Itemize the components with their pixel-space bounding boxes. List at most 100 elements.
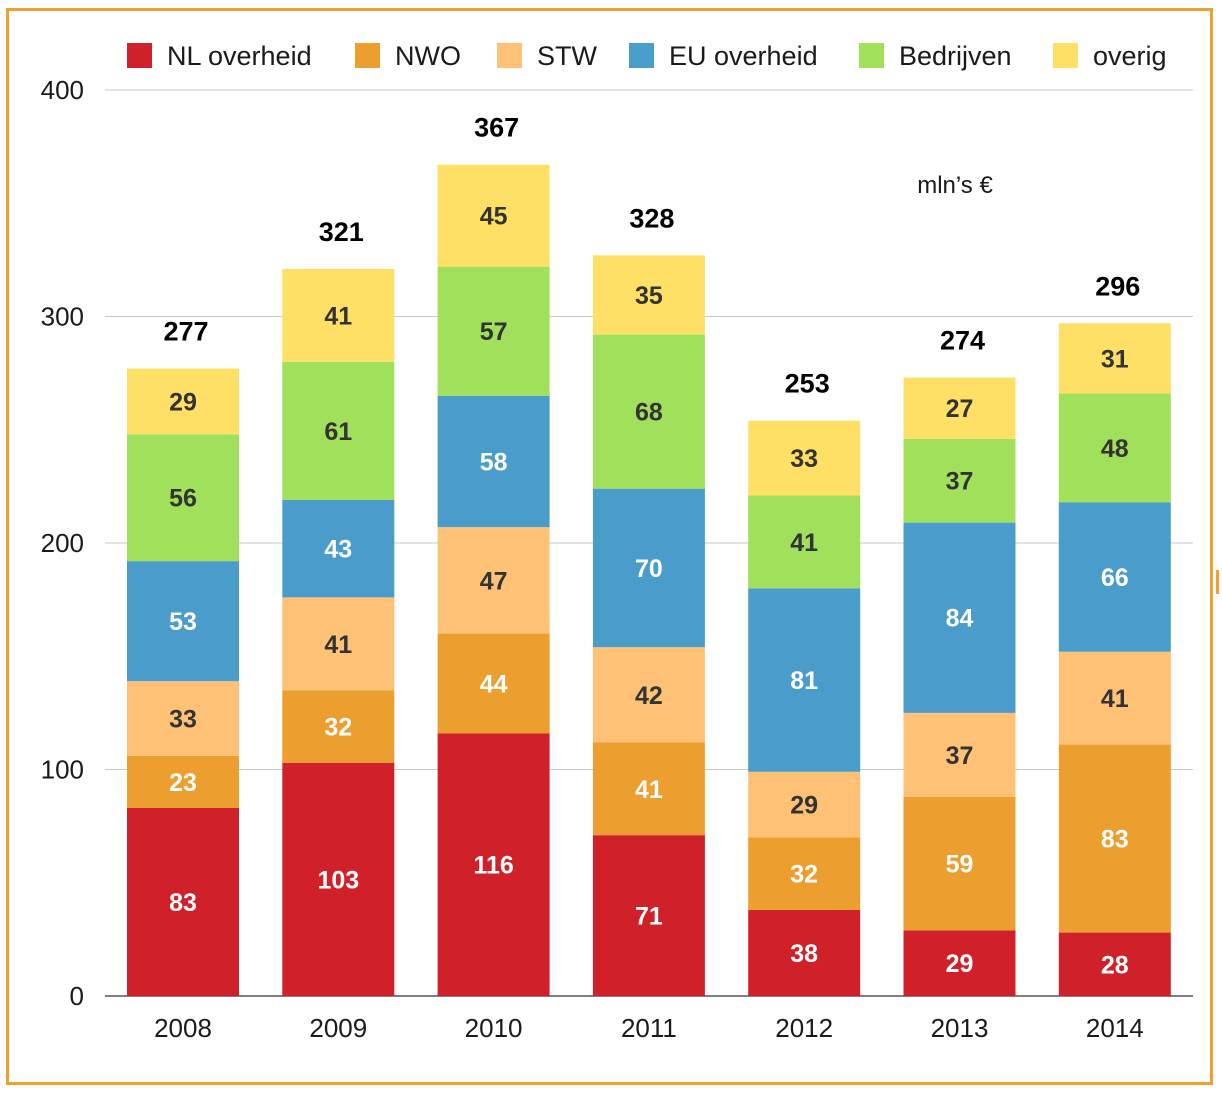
bar-segment (127, 755, 239, 809)
bar-stack-2014: 28 83 41 66 48 31 296 (1058, 271, 1171, 996)
x-tick-label: 2010 (465, 1013, 523, 1043)
data-label: 41 (324, 302, 352, 330)
bars: 83 23 33 53 56 29 277 103 32 41 43 61 41 321 116 44 47 58… (127, 113, 1171, 996)
x-tick-label: 2014 (1086, 1013, 1144, 1043)
bar-segment (1058, 393, 1171, 503)
data-label: 48 (1101, 435, 1129, 463)
x-tick-label: 2009 (309, 1013, 367, 1043)
unit-label: mln’s € (917, 172, 993, 199)
data-label: 23 (169, 769, 197, 797)
bar-segment (592, 647, 705, 743)
data-label: 81 (790, 667, 818, 695)
legend-swatch (1053, 43, 1078, 68)
data-label: 31 (1101, 345, 1129, 373)
y-tick-label: 100 (41, 755, 84, 785)
bar-stack-2008: 83 23 33 53 56 29 277 (127, 317, 239, 996)
bar-segment (437, 633, 550, 734)
data-label: 44 (480, 670, 508, 698)
total-label: 277 (163, 317, 208, 347)
data-label: 68 (635, 399, 663, 427)
data-label: 42 (635, 682, 663, 710)
bar-segment (592, 255, 705, 335)
x-tick-label: 2013 (931, 1013, 989, 1043)
bar-segment (903, 796, 1016, 931)
data-label: 35 (635, 282, 663, 310)
data-label: 33 (169, 706, 197, 734)
data-label: 41 (635, 776, 663, 804)
data-label: 43 (324, 536, 352, 564)
bar-segment (282, 597, 395, 691)
bar-segment (127, 808, 239, 996)
total-label: 274 (940, 326, 985, 356)
data-label: 57 (480, 318, 508, 346)
legend-swatch (497, 43, 522, 68)
y-tick-label: 200 (41, 528, 84, 558)
data-label: 84 (946, 605, 974, 633)
bar-segment (1058, 744, 1171, 933)
data-label: 28 (1101, 951, 1129, 979)
bar-segment (282, 499, 395, 598)
data-label: 37 (946, 742, 974, 770)
data-label: 47 (480, 567, 508, 595)
bar-segment (282, 762, 395, 996)
legend-label: NL overheid (167, 41, 312, 71)
bar-segment (437, 164, 550, 267)
bar-segment (282, 361, 395, 500)
bar-segment (903, 712, 1016, 797)
bar-segment (903, 522, 1016, 713)
bar-segment (437, 733, 550, 996)
bar-segment (748, 771, 861, 838)
bar-segment (127, 561, 239, 682)
y-tick-label: 300 (41, 302, 84, 332)
bar-segment (437, 266, 550, 396)
legend-item: Bedrijven (859, 41, 1012, 71)
legend-item: EU overheid (629, 41, 818, 71)
bar-segment (127, 681, 239, 756)
bar-segment (127, 368, 239, 435)
total-label: 296 (1095, 271, 1140, 301)
x-tick-label: 2008 (154, 1013, 212, 1043)
legend-label: Bedrijven (899, 41, 1012, 71)
frame-accent (1216, 570, 1219, 594)
data-label: 41 (1101, 685, 1129, 713)
bar-segment (748, 420, 861, 496)
legend-swatch (859, 43, 884, 68)
y-tick-label: 0 (70, 981, 84, 1011)
legend-swatch (355, 43, 380, 68)
data-label: 83 (169, 889, 197, 917)
data-label: 61 (324, 418, 352, 446)
x-tick-label: 2011 (621, 1013, 677, 1043)
total-label: 367 (474, 113, 519, 143)
bar-segment (1058, 323, 1171, 394)
data-label: 32 (790, 861, 818, 889)
data-label: 41 (324, 631, 352, 659)
bar-segment (437, 527, 550, 634)
bar-stack-2013: 29 59 37 84 37 27 274 (903, 326, 1016, 996)
legend-label: NWO (395, 41, 461, 71)
bar-segment (1058, 651, 1171, 745)
legend-label: overig (1093, 41, 1167, 71)
bar-segment (903, 377, 1016, 439)
legend-label: STW (537, 41, 598, 71)
data-label: 70 (635, 555, 663, 583)
legend-label: EU overheid (669, 41, 818, 71)
legend-swatch (127, 43, 152, 68)
bar-segment (437, 395, 550, 528)
data-label: 29 (790, 792, 818, 820)
bar-segment (748, 837, 861, 910)
data-label: 37 (946, 468, 974, 496)
bar-segment (748, 588, 861, 772)
data-label: 66 (1101, 564, 1129, 592)
data-label: 33 (790, 445, 818, 473)
bar-segment (282, 690, 395, 763)
bar-segment (1058, 502, 1171, 652)
data-label: 116 (473, 852, 513, 880)
total-label: 321 (319, 217, 364, 247)
bar-segment (592, 742, 705, 836)
data-label: 83 (1101, 826, 1129, 854)
data-label: 29 (946, 950, 974, 978)
data-label: 71 (635, 903, 663, 931)
legend-swatch (629, 43, 654, 68)
total-label: 253 (785, 369, 830, 399)
legend: NL overheid NWO STW EU overheid Bedrijven ove… (127, 41, 1167, 71)
